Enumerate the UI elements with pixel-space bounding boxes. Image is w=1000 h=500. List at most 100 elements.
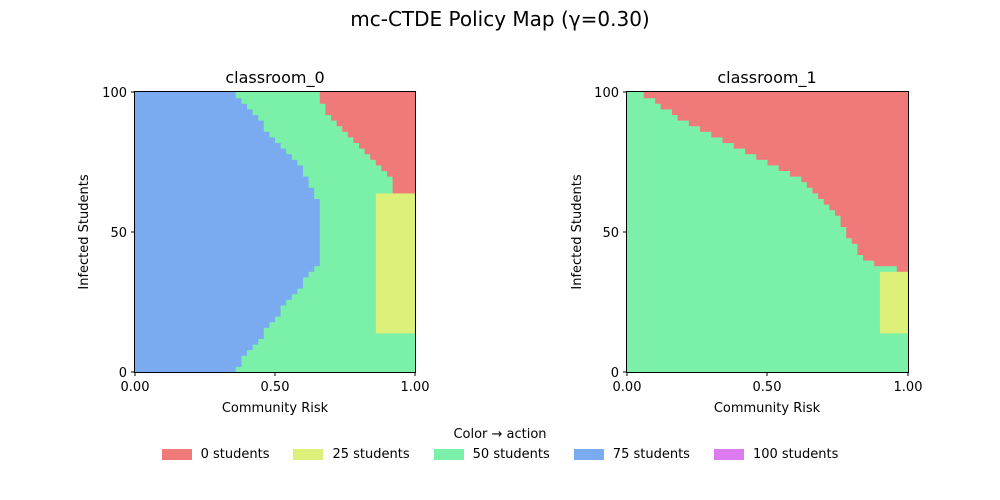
heatmap-cell [230,97,237,104]
heatmap-cell [398,159,405,166]
heatmap-cell [818,332,825,339]
heatmap-cell [891,215,898,222]
heatmap-cell [801,215,808,222]
heatmap-cell [649,220,656,227]
heatmap-cell [671,192,679,199]
heatmap-cell [269,136,276,143]
heatmap-cell [750,215,757,222]
heatmap-cell [269,265,276,272]
heatmap-cell [163,254,170,261]
heatmap-cell [359,321,366,328]
heatmap-cell [818,153,825,160]
heatmap-cell [801,164,808,171]
heatmap-cell [655,108,662,115]
heatmap-cell [829,198,836,205]
heatmap-cell [632,232,639,239]
heatmap-cell [818,198,825,205]
heatmap-cell [739,232,746,239]
heatmap-cell [773,164,780,171]
heatmap-cell [191,321,198,328]
heatmap-cell [342,215,349,222]
heatmap-cell [750,192,757,199]
heatmap-cell [353,142,360,149]
heatmap-cell [392,360,399,367]
heatmap-cell [700,176,707,183]
heatmap-cell [375,176,382,183]
heatmap-cell [739,108,746,115]
heatmap-cell [258,265,265,272]
heatmap-cell [207,271,214,278]
heatmap-cell [263,366,270,373]
heatmap-cell [263,332,270,339]
heatmap-cell [874,198,881,205]
heatmap-cell [179,125,186,132]
heatmap-cell [649,271,656,278]
heatmap-cell [643,92,651,99]
heatmap-cell [688,366,696,373]
heatmap-cell [163,192,170,199]
heatmap-cell [230,108,237,115]
heatmap-cell [773,148,780,155]
heatmap-cell [381,271,388,278]
heatmap-cell [857,108,864,115]
heatmap-cell [632,198,639,205]
heatmap-cell [387,108,394,115]
heatmap-cell [224,338,231,345]
heatmap-cell [879,114,887,121]
heatmap-cell [688,243,696,250]
heatmap-cell [303,164,310,171]
heatmap-cell [364,215,371,222]
heatmap-cell [241,187,248,194]
heatmap-cell [705,181,712,188]
heatmap-cell [213,265,220,272]
heatmap-cell [688,92,696,99]
heatmap-cell [801,299,808,306]
heatmap-cell [896,176,903,183]
heatmap-cell [756,226,763,233]
heatmap-cell [359,248,366,255]
heatmap-cell [638,349,645,356]
heatmap-cell [812,260,819,267]
heatmap-cell [163,260,170,267]
heatmap-cell [857,232,864,239]
heatmap-cell [202,136,209,143]
heatmap-cell [666,366,673,373]
heatmap-cell [247,366,254,373]
heatmap-cell [874,360,881,367]
heatmap-cell [291,215,298,222]
heatmap-cell [806,310,814,317]
heatmap-cell [683,349,690,356]
heatmap-cell [185,332,192,339]
heatmap-cell [795,103,802,110]
heatmap-cell [140,293,147,300]
heatmap-cell [286,142,293,149]
heatmap-cell [834,355,842,362]
heatmap-cell [874,176,881,183]
heatmap-cell [711,97,718,104]
heatmap-cell [761,220,769,227]
heatmap-cell [280,293,287,300]
heatmap-cell [319,170,326,177]
heatmap-cell [851,125,859,132]
heatmap-cell [325,260,332,267]
heatmap-cell [767,243,774,250]
heatmap-cell [286,265,293,272]
heatmap-cell [331,344,338,351]
heatmap-cell [688,276,696,283]
heatmap-cell [694,198,701,205]
heatmap-cell [291,344,298,351]
heatmap-cell [336,192,343,199]
heatmap-cell [745,310,752,317]
heatmap-cell [632,366,639,373]
heatmap-cell [784,170,791,177]
heatmap-cell [196,176,203,183]
heatmap-cell [891,209,898,216]
heatmap-cell [857,332,864,339]
heatmap-cell [269,226,276,233]
heatmap-cell [151,232,158,239]
heatmap-cell [364,248,371,255]
heatmap-cell [179,366,186,373]
heatmap-cell [643,310,651,317]
heatmap-cell [375,237,382,244]
heatmap-cell [375,366,382,373]
